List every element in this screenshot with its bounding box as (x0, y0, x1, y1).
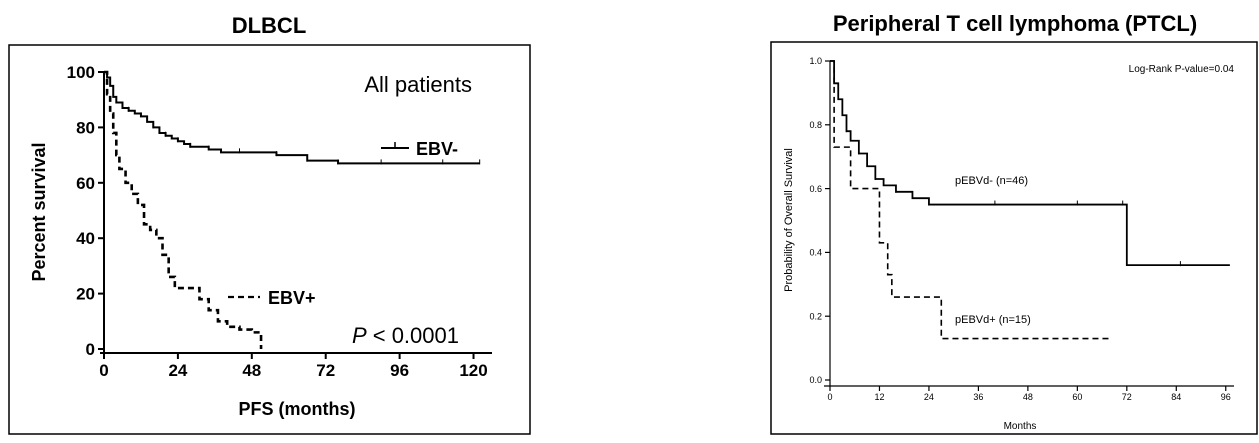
p-symbol: P (352, 323, 367, 348)
figure-border (8, 44, 531, 435)
legend-label-ebv-pos: EBV+ (268, 288, 316, 308)
figure-border (770, 41, 1258, 435)
y-tick-label: 60 (76, 174, 95, 193)
y-axis-label: Percent survival (29, 142, 49, 281)
x-tick-label: 84 (1171, 392, 1181, 402)
x-tick-label: 24 (168, 361, 187, 380)
legend-ebv-neg: EBV- (381, 139, 458, 159)
y-tick-label: 40 (76, 229, 95, 248)
survival-curve-pebvd-n-15 (830, 60, 1111, 340)
y-axis-label: Probability of Overall Survival (783, 148, 795, 292)
x-tick-label: 96 (390, 361, 409, 380)
x-tick-label: 72 (1122, 392, 1132, 402)
x-tick-label: 72 (316, 361, 335, 380)
ptcl-chart: Peripheral T cell lymphoma (PTCL) 0.0 0.2… (770, 11, 1258, 435)
legend-ebv-pos: EBV+ (228, 288, 316, 308)
y-tick-label: 100 (67, 63, 95, 82)
chart-title: Peripheral T cell lymphoma (PTCL) (833, 11, 1197, 36)
y-tick-label: 1.0 (809, 56, 822, 66)
x-axis-label: Months (1004, 421, 1037, 432)
y-tick-label: 80 (76, 118, 95, 137)
dlbcl-chart-panel: DLBCL 0 20 40 60 80 100 0 24 48 72 96 120 Percent s… (0, 0, 540, 438)
series-label-pebvd-pos: pEBVd+ (n=15) (955, 314, 1031, 326)
survival-curve-pebvd-n-46 (830, 60, 1230, 267)
dlbcl-chart: DLBCL 0 20 40 60 80 100 0 24 48 72 96 120 Percent s… (8, 13, 531, 435)
x-tick-label: 12 (874, 392, 884, 402)
chart-title: DLBCL (232, 13, 307, 38)
y-tick-label: 0.4 (809, 248, 822, 258)
legend-label-ebv-neg: EBV- (416, 139, 458, 159)
y-tick-label: 20 (76, 285, 95, 304)
x-tick-label: 60 (1072, 392, 1082, 402)
x-tick-label: 120 (459, 361, 487, 380)
x-tick-label: 24 (924, 392, 934, 402)
survival-curve-ebv (104, 71, 480, 165)
p-value: < 0.0001 (367, 323, 459, 348)
logrank-annotation: Log-Rank P-value=0.04 (1129, 64, 1235, 75)
x-tick-label: 36 (973, 392, 983, 402)
ptcl-chart-panel: Peripheral T cell lymphoma (PTCL) 0.0 0.2… (760, 0, 1259, 438)
series-label-pebvd-neg: pEBVd- (n=46) (955, 175, 1028, 187)
survival-curve-ebv (104, 70, 263, 349)
x-tick-label: 48 (242, 361, 261, 380)
y-tick-label: 0 (86, 340, 95, 359)
y-tick-label: 0.6 (809, 184, 822, 194)
p-value-annotation: P < 0.0001 (352, 323, 459, 348)
x-tick-label: 96 (1221, 392, 1231, 402)
y-tick-label: 0.0 (809, 375, 822, 385)
group-annotation: All patients (364, 72, 472, 97)
x-axis-label: PFS (months) (239, 399, 356, 419)
x-tick-label: 0 (99, 361, 108, 380)
x-tick-label: 0 (827, 392, 832, 402)
y-tick-label: 0.8 (809, 120, 822, 130)
x-tick-label: 48 (1023, 392, 1033, 402)
y-tick-label: 0.2 (809, 311, 822, 321)
